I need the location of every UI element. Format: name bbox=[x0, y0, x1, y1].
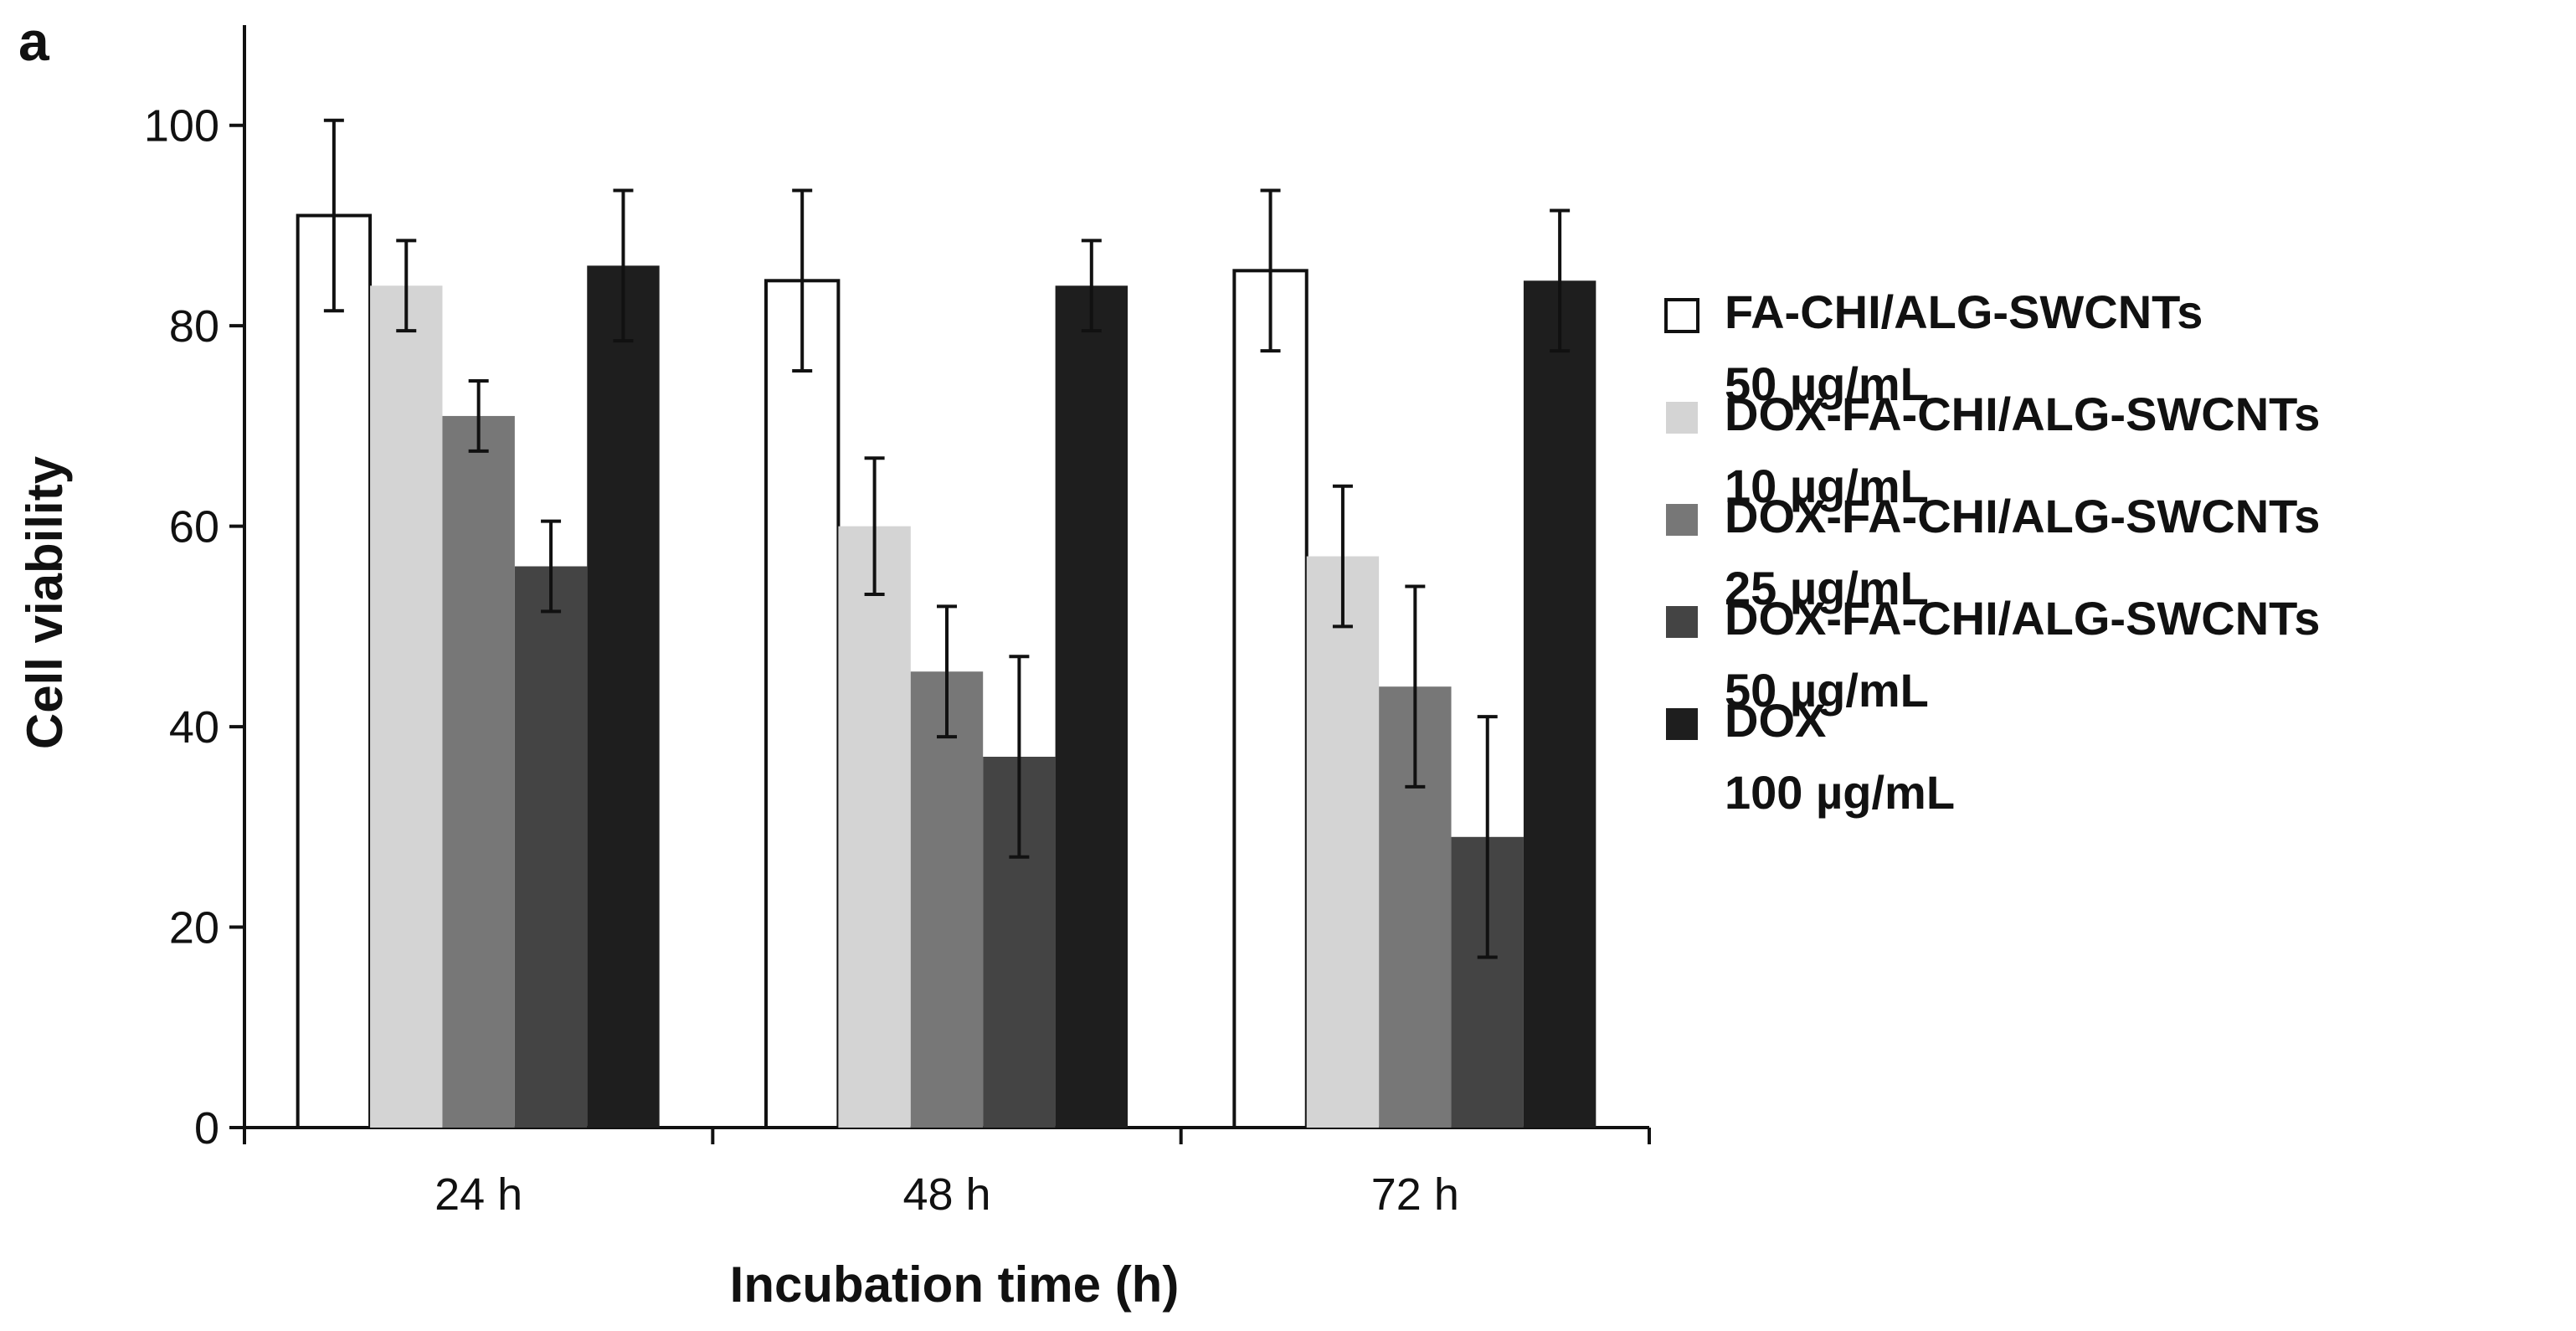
x-tick-label: 72 h bbox=[1371, 1169, 1459, 1220]
y-axis-title: Cell viability bbox=[17, 455, 73, 749]
x-axis-title: Incubation time (h) bbox=[730, 1256, 1180, 1313]
legend-label: DOX-FA-CHI/ALG-SWCNTs bbox=[1725, 592, 2320, 645]
y-tick-label: 80 bbox=[169, 301, 219, 352]
error-bars bbox=[323, 118, 1571, 959]
legend-concentration: 10 µg/mL bbox=[1725, 460, 1929, 512]
x-tick-label: 48 h bbox=[902, 1169, 990, 1220]
legend-label: FA-CHI/ALG-SWCNTs bbox=[1725, 285, 2203, 338]
x-tick-label: 24 h bbox=[434, 1169, 522, 1220]
legend-concentration: 25 µg/mL bbox=[1725, 562, 1929, 614]
y-axis: 0 20 40 60 80 100 bbox=[144, 25, 246, 1154]
legend-swatch bbox=[1666, 606, 1698, 638]
bars bbox=[296, 213, 1597, 1129]
y-tick-label: 100 bbox=[144, 101, 219, 152]
bar bbox=[442, 415, 515, 1128]
panel-label: a bbox=[18, 10, 50, 72]
y-tick-label: 40 bbox=[169, 702, 219, 753]
bar bbox=[514, 566, 588, 1128]
legend-label: DOX-FA-CHI/ALG-SWCNTs bbox=[1725, 388, 2320, 440]
bar bbox=[910, 671, 984, 1128]
legend-label: DOX bbox=[1725, 694, 1826, 747]
bar bbox=[838, 526, 911, 1128]
bar bbox=[1232, 269, 1309, 1129]
legend-swatch bbox=[1666, 708, 1698, 740]
bar bbox=[296, 213, 373, 1129]
legend-swatch bbox=[1666, 504, 1698, 536]
bar bbox=[1055, 285, 1128, 1128]
legend-concentration: 50 µg/mL bbox=[1725, 357, 1929, 410]
bar bbox=[370, 285, 443, 1128]
legend-label: DOX-FA-CHI/ALG-SWCNTs bbox=[1725, 490, 2320, 542]
legend-swatch bbox=[1664, 298, 1699, 333]
legend-concentration: 100 µg/mL bbox=[1725, 766, 1955, 819]
y-tick-label: 0 bbox=[194, 1103, 219, 1154]
y-tick-label: 60 bbox=[169, 502, 219, 552]
y-tick-label: 20 bbox=[169, 903, 219, 953]
x-axis: 24 h 48 h 72 h bbox=[243, 1126, 1651, 1220]
bar bbox=[1523, 280, 1597, 1128]
bar bbox=[587, 265, 660, 1128]
legend-swatch bbox=[1666, 402, 1698, 434]
bar bbox=[764, 279, 841, 1129]
bar bbox=[1306, 556, 1380, 1128]
legend-concentration: 50 µg/mL bbox=[1725, 664, 1929, 717]
